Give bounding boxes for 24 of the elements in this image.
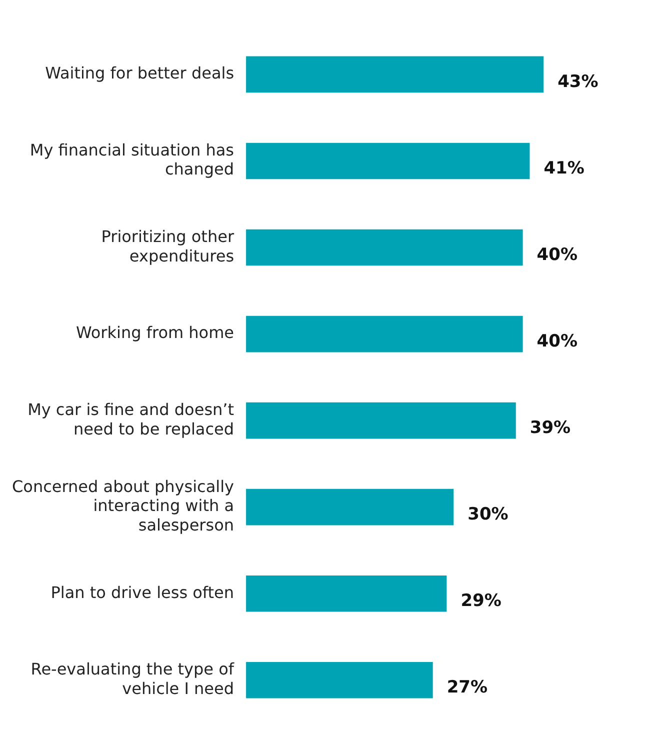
bar: [246, 488, 454, 526]
data-label: 41%: [544, 158, 584, 178]
bar: [246, 402, 516, 439]
y-tick-label: My car is fine and doesn’t need to be replaced: [28, 400, 234, 438]
bar: [246, 662, 433, 698]
y-tick-label: Prioritizing other expenditures: [101, 227, 234, 266]
data-label: 27%: [446, 678, 488, 698]
bar: [246, 316, 523, 352]
y-tick-label: Plan to drive less often: [50, 582, 234, 602]
data-label: 43%: [558, 72, 598, 92]
y-tick-label: Re-evaluating the type of vehicle I need: [30, 660, 234, 698]
bar: [246, 575, 447, 612]
bar: [246, 56, 544, 93]
y-tick-label: Concerned about physically interacting with a salesperson: [12, 477, 234, 534]
data-label: 39%: [530, 418, 571, 438]
data-label: 40%: [536, 244, 578, 265]
y-tick-label: Working from home: [76, 323, 234, 342]
y-tick-label: My financial situation has changed: [30, 140, 234, 179]
data-label: 30%: [468, 504, 508, 525]
bar: [246, 142, 530, 180]
bar: [246, 229, 523, 266]
y-tick-label: Waiting for better deals: [45, 64, 234, 83]
data-label: 40%: [536, 331, 578, 352]
data-label: 29%: [460, 591, 502, 612]
